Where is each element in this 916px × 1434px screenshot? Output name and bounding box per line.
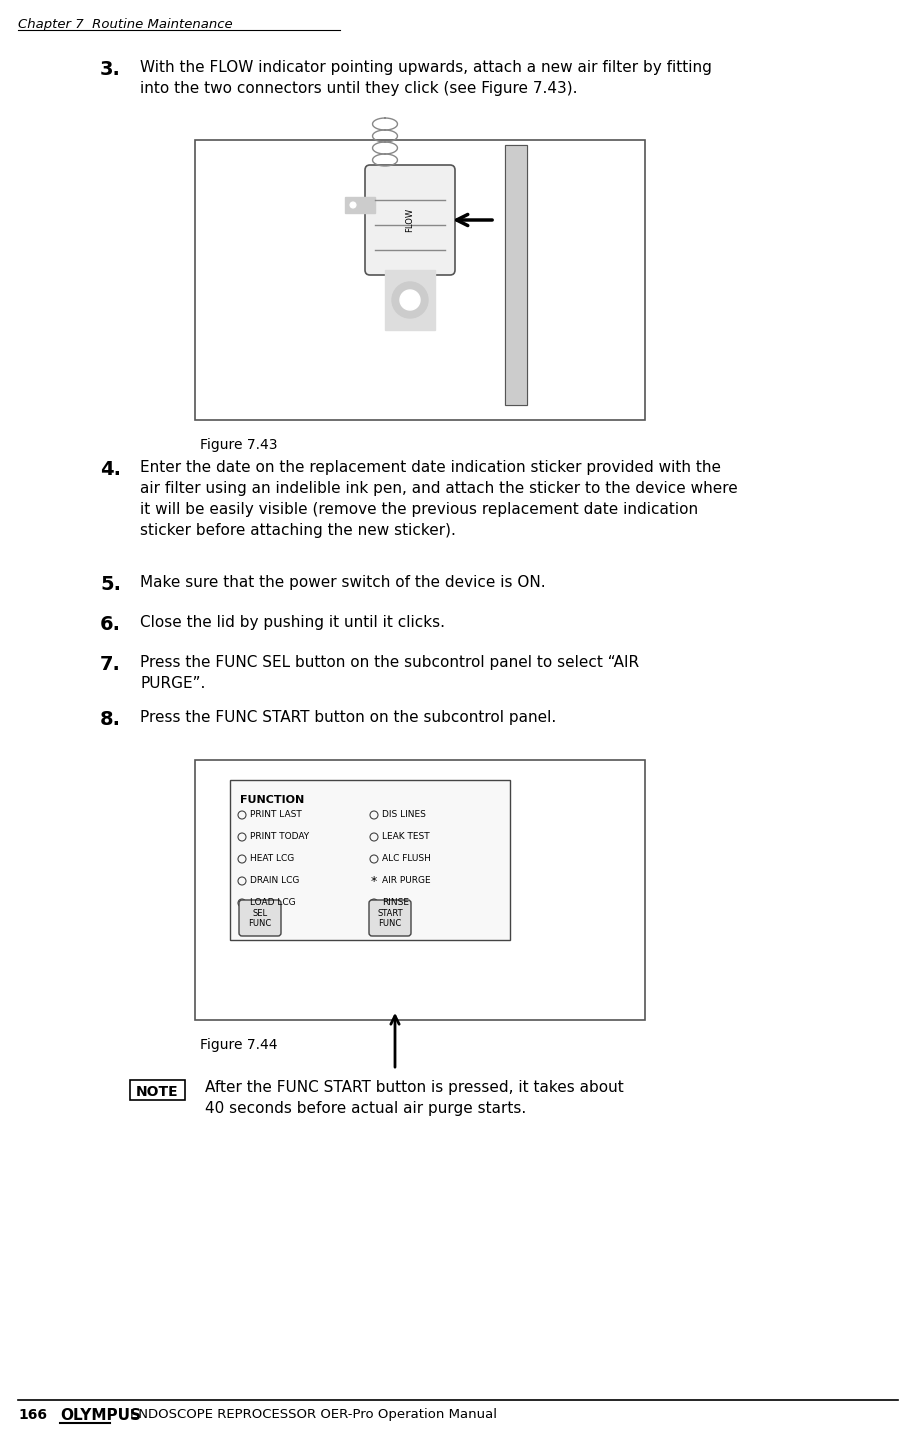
FancyBboxPatch shape [230,780,510,941]
Text: With the FLOW indicator pointing upwards, attach a new air filter by fitting
int: With the FLOW indicator pointing upwards… [140,60,712,96]
Text: DIS LINES: DIS LINES [382,810,426,819]
Text: Make sure that the power switch of the device is ON.: Make sure that the power switch of the d… [140,575,546,589]
FancyBboxPatch shape [239,901,281,936]
Text: Figure 7.44: Figure 7.44 [200,1038,278,1053]
Text: 4.: 4. [100,460,121,479]
Text: PRINT LAST: PRINT LAST [250,810,301,819]
Text: Close the lid by pushing it until it clicks.: Close the lid by pushing it until it cli… [140,615,445,630]
Text: ALC FLUSH: ALC FLUSH [382,855,431,863]
Text: Figure 7.43: Figure 7.43 [200,437,278,452]
Text: LEAK TEST: LEAK TEST [382,832,430,840]
FancyBboxPatch shape [365,165,455,275]
Bar [345,196,375,214]
Text: AIR PURGE: AIR PURGE [382,876,431,885]
Text: 5.: 5. [100,575,121,594]
Text: FLOW: FLOW [406,208,415,232]
Text: FUNCTION: FUNCTION [240,794,304,804]
FancyBboxPatch shape [195,760,645,1020]
Text: PRINT TODAY: PRINT TODAY [250,832,309,840]
Text: START: START [377,909,403,918]
FancyBboxPatch shape [369,901,411,936]
Text: LOAD LCG: LOAD LCG [250,898,296,906]
Text: ENDOSCOPE REPROCESSOR OER-Pro Operation Manual: ENDOSCOPE REPROCESSOR OER-Pro Operation … [130,1408,497,1421]
Text: 8.: 8. [100,710,121,728]
Text: RINSE: RINSE [382,898,409,906]
Bar [130,1080,185,1100]
Text: OLYMPUS: OLYMPUS [60,1408,141,1423]
Bar [385,270,435,330]
Text: 3.: 3. [100,60,121,79]
Text: Chapter 7  Routine Maintenance: Chapter 7 Routine Maintenance [18,19,233,32]
Text: SEL: SEL [253,909,267,918]
Circle shape [400,290,420,310]
Bar [505,145,527,404]
Bar [505,145,527,404]
Text: FUNC: FUNC [378,919,401,928]
Text: 6.: 6. [100,615,121,634]
Text: HEAT LCG: HEAT LCG [250,855,294,863]
Text: DRAIN LCG: DRAIN LCG [250,876,300,885]
Text: Enter the date on the replacement date indication sticker provided with the
air : Enter the date on the replacement date i… [140,460,737,538]
Text: Press the FUNC SEL button on the subcontrol panel to select “AIR
PURGE”.: Press the FUNC SEL button on the subcont… [140,655,639,691]
Text: Press the FUNC START button on the subcontrol panel.: Press the FUNC START button on the subco… [140,710,556,726]
Text: FUNC: FUNC [248,919,272,928]
Circle shape [392,282,428,318]
Circle shape [350,202,356,208]
Text: NOTE: NOTE [136,1086,179,1098]
FancyBboxPatch shape [195,141,645,420]
Text: *: * [371,875,377,888]
Text: 166: 166 [18,1408,47,1423]
Text: 7.: 7. [100,655,121,674]
Text: After the FUNC START button is pressed, it takes about
40 seconds before actual : After the FUNC START button is pressed, … [205,1080,624,1116]
